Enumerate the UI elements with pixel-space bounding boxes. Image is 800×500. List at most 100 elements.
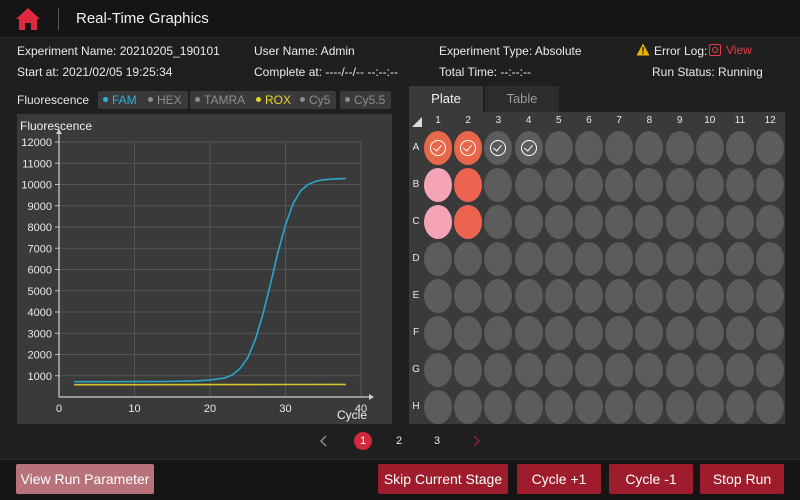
- well-F3[interactable]: [484, 316, 513, 350]
- well-H3[interactable]: [484, 390, 513, 424]
- well-B6[interactable]: [575, 168, 603, 202]
- well-A7[interactable]: [605, 131, 634, 165]
- well-B8[interactable]: [635, 168, 664, 202]
- well-F6[interactable]: [575, 316, 603, 350]
- well-C4[interactable]: [514, 205, 543, 239]
- well-C10[interactable]: [695, 205, 724, 239]
- skip-current-stage-button[interactable]: Skip Current Stage: [378, 464, 508, 494]
- well-G9[interactable]: [665, 353, 694, 387]
- well-E9[interactable]: [665, 279, 694, 313]
- well-C5[interactable]: [544, 205, 573, 239]
- well-B7[interactable]: [605, 168, 634, 202]
- well-A12[interactable]: [756, 131, 785, 165]
- well-F9[interactable]: [665, 316, 694, 350]
- well-E8[interactable]: [635, 279, 664, 313]
- well-E10[interactable]: [695, 279, 724, 313]
- well-G4[interactable]: [514, 353, 543, 387]
- next-page-icon[interactable]: [470, 435, 482, 447]
- well-E4[interactable]: [514, 279, 543, 313]
- well-A8[interactable]: [635, 131, 664, 165]
- well-G12[interactable]: [756, 353, 785, 387]
- well-H4[interactable]: [514, 390, 543, 424]
- well-B5[interactable]: [544, 168, 573, 202]
- well-E3[interactable]: [484, 279, 513, 313]
- tab-table[interactable]: Table: [485, 86, 559, 112]
- well-D12[interactable]: [756, 242, 785, 276]
- prev-page-icon[interactable]: [318, 435, 330, 447]
- well-D4[interactable]: [514, 242, 543, 276]
- well-C3[interactable]: [484, 205, 513, 239]
- well-G3[interactable]: [484, 353, 513, 387]
- well-D2[interactable]: [454, 242, 483, 276]
- well-H10[interactable]: [695, 390, 724, 424]
- well-E6[interactable]: [575, 279, 603, 313]
- page-1[interactable]: 1: [354, 432, 372, 450]
- well-G2[interactable]: [454, 353, 483, 387]
- well-C1[interactable]: [424, 205, 452, 239]
- channel-chip-hex[interactable]: HEX: [143, 91, 188, 109]
- well-A2[interactable]: [454, 131, 483, 165]
- well-H2[interactable]: [454, 390, 483, 424]
- well-D8[interactable]: [635, 242, 664, 276]
- well-H12[interactable]: [756, 390, 785, 424]
- well-B3[interactable]: [484, 168, 513, 202]
- well-D10[interactable]: [695, 242, 724, 276]
- well-F1[interactable]: [424, 316, 452, 350]
- well-H7[interactable]: [605, 390, 634, 424]
- well-E12[interactable]: [756, 279, 785, 313]
- tab-plate[interactable]: Plate: [409, 86, 483, 112]
- well-F5[interactable]: [544, 316, 573, 350]
- well-C8[interactable]: [635, 205, 664, 239]
- well-D11[interactable]: [726, 242, 754, 276]
- well-E1[interactable]: [424, 279, 452, 313]
- channel-chip-cy5[interactable]: Cy5: [295, 91, 337, 109]
- well-A11[interactable]: [726, 131, 754, 165]
- page-2[interactable]: 2: [395, 435, 403, 447]
- well-H5[interactable]: [544, 390, 573, 424]
- well-G7[interactable]: [605, 353, 634, 387]
- well-B2[interactable]: [454, 168, 483, 202]
- well-G5[interactable]: [544, 353, 573, 387]
- channel-chip-cy55[interactable]: Cy5.5: [340, 91, 392, 109]
- well-E11[interactable]: [726, 279, 754, 313]
- well-E2[interactable]: [454, 279, 483, 313]
- cycle-plus-button[interactable]: Cycle +1: [517, 464, 601, 494]
- well-A5[interactable]: [544, 131, 573, 165]
- well-F2[interactable]: [454, 316, 483, 350]
- cycle-minus-button[interactable]: Cycle -1: [609, 464, 693, 494]
- well-H6[interactable]: [575, 390, 603, 424]
- well-G11[interactable]: [726, 353, 754, 387]
- well-A1[interactable]: [424, 131, 452, 165]
- well-D5[interactable]: [544, 242, 573, 276]
- well-C11[interactable]: [726, 205, 754, 239]
- well-H9[interactable]: [665, 390, 694, 424]
- well-D7[interactable]: [605, 242, 634, 276]
- well-A4[interactable]: [514, 131, 543, 165]
- well-G6[interactable]: [575, 353, 603, 387]
- well-A3[interactable]: [484, 131, 513, 165]
- well-B9[interactable]: [665, 168, 694, 202]
- well-F7[interactable]: [605, 316, 634, 350]
- well-C9[interactable]: [665, 205, 694, 239]
- well-F10[interactable]: [695, 316, 724, 350]
- well-F12[interactable]: [756, 316, 785, 350]
- well-B1[interactable]: [424, 168, 452, 202]
- well-G1[interactable]: [424, 353, 452, 387]
- home-icon[interactable]: [14, 6, 42, 32]
- well-H8[interactable]: [635, 390, 664, 424]
- well-C6[interactable]: [575, 205, 603, 239]
- channel-chip-fam[interactable]: FAM: [98, 91, 143, 109]
- well-D9[interactable]: [665, 242, 694, 276]
- well-F11[interactable]: [726, 316, 754, 350]
- well-H1[interactable]: [424, 390, 452, 424]
- well-A10[interactable]: [695, 131, 724, 165]
- stop-run-button[interactable]: Stop Run: [700, 464, 784, 494]
- well-A9[interactable]: [665, 131, 694, 165]
- channel-chip-rox[interactable]: ROX: [251, 91, 298, 109]
- well-A6[interactable]: [575, 131, 603, 165]
- well-B10[interactable]: [695, 168, 724, 202]
- well-E7[interactable]: [605, 279, 634, 313]
- well-F8[interactable]: [635, 316, 664, 350]
- well-D3[interactable]: [484, 242, 513, 276]
- well-C7[interactable]: [605, 205, 634, 239]
